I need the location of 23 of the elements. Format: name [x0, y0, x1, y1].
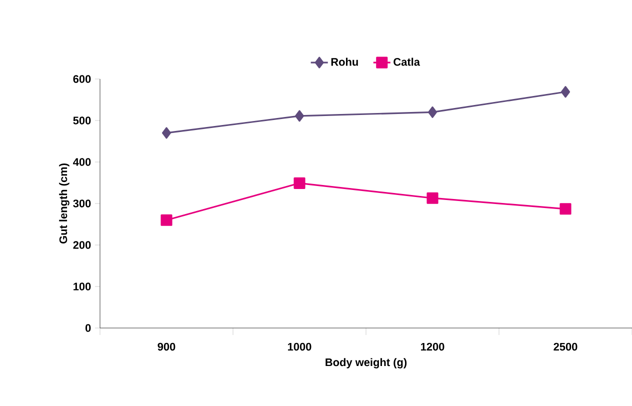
point	[426, 192, 438, 204]
point	[560, 203, 572, 215]
y-tick-label: 200	[73, 241, 91, 249]
x-axis-title: Body weight (g)	[326, 358, 407, 368]
legend-label: Catla	[394, 58, 420, 66]
x-tick-label: 1200	[421, 342, 444, 351]
point	[560, 86, 570, 98]
point	[294, 110, 304, 122]
y-tick-label: 0	[85, 324, 91, 332]
point	[162, 127, 172, 139]
point	[428, 106, 438, 118]
point	[294, 177, 306, 189]
y-tick-label: 300	[73, 200, 91, 208]
y-tick-label: 100	[74, 282, 91, 290]
y-axis-title: Gut length (cm)	[59, 164, 70, 244]
y-tick-label: 600	[73, 75, 91, 83]
x-tick-label: 2500	[554, 342, 578, 351]
x-tick-label: 1000	[288, 342, 312, 351]
x-tick-label: 900	[158, 342, 176, 351]
legend-label: Rohu	[331, 58, 358, 66]
y-tick-label: 400	[73, 158, 91, 166]
point	[160, 214, 172, 226]
y-tick-label: 500	[73, 116, 91, 124]
